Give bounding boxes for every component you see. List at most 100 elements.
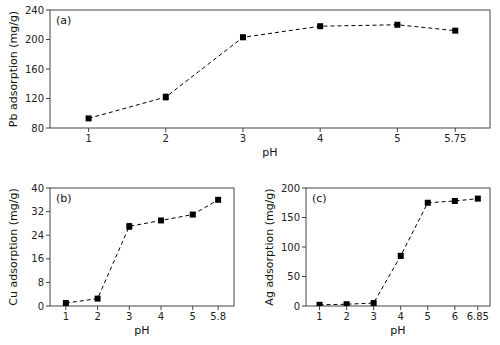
x-tick	[165, 128, 166, 132]
y-tick	[46, 235, 50, 236]
y-axis-label: Ag adsorption (mg/g)	[263, 188, 276, 305]
y-tick	[302, 217, 306, 218]
figure: 123455.7580120160200240pHPb adsorption (…	[0, 0, 500, 345]
y-tick-label: 24	[31, 230, 44, 241]
x-tick-label: 1	[85, 133, 91, 144]
data-point	[95, 296, 101, 302]
x-tick	[397, 128, 398, 132]
y-tick-label: 200	[25, 34, 44, 45]
panel-label: (b)	[56, 192, 72, 205]
data-point	[475, 196, 481, 202]
x-tick	[427, 306, 428, 310]
panel-label: (a)	[56, 14, 71, 27]
x-tick	[65, 306, 66, 310]
plot-frame	[306, 188, 490, 306]
y-tick-label: 240	[25, 5, 44, 16]
x-tick	[373, 306, 374, 310]
x-tick	[97, 306, 98, 310]
y-tick	[46, 282, 50, 283]
y-tick-label: 160	[25, 64, 44, 75]
data-point	[86, 115, 92, 121]
error-bar	[240, 35, 245, 39]
y-tick-label: 0	[294, 301, 300, 312]
x-axis-label: pH	[262, 146, 277, 159]
x-tick	[161, 306, 162, 310]
data-point	[63, 300, 69, 306]
y-tick	[46, 306, 50, 307]
data-point	[317, 23, 323, 29]
error-bar	[163, 94, 168, 100]
y-tick-label: 40	[31, 183, 44, 194]
y-axis-label: Pb adsorption (mg/g)	[7, 11, 20, 127]
error-bar	[127, 223, 132, 229]
data-point	[425, 200, 431, 206]
panel: 1 2 3 4 5 6 6.85 0 50 100 150 200 pH Ag adsorption (m…	[263, 183, 490, 338]
x-tick	[454, 306, 455, 310]
data-point	[158, 217, 164, 223]
panel-label: (c)	[312, 192, 327, 205]
y-tick	[302, 188, 306, 189]
y-tick	[302, 247, 306, 248]
y-axis-label: Cu adsorption (mg/g)	[7, 188, 20, 305]
x-axis-label: pH	[134, 324, 149, 337]
data-line	[66, 200, 218, 303]
plot-frame	[50, 188, 234, 306]
data-point	[452, 28, 458, 34]
x-tick-label: 5.8	[210, 311, 226, 322]
plot-frame	[50, 10, 490, 128]
panel: 123455.80816243240pHCu adsorption (mg/g)…	[7, 183, 234, 338]
y-tick-label: 200	[281, 183, 300, 194]
y-tick	[46, 10, 50, 11]
x-tick-label: 4	[317, 133, 323, 144]
y-tick	[46, 128, 50, 129]
x-tick-label: 3	[240, 133, 246, 144]
data-point	[240, 34, 246, 40]
x-tick	[320, 128, 321, 132]
data-point	[190, 212, 196, 218]
y-tick-label: 16	[31, 253, 44, 264]
y-tick	[46, 39, 50, 40]
x-tick-label: 6.85	[467, 311, 489, 322]
y-tick	[46, 258, 50, 259]
y-tick	[302, 306, 306, 307]
data-point	[163, 94, 169, 100]
x-tick-label: 4	[158, 311, 164, 322]
x-tick-label: 5	[425, 311, 431, 322]
data-area	[63, 197, 221, 306]
x-tick	[455, 128, 456, 132]
x-tick-label: 1	[316, 311, 322, 322]
y-tick-label: 0	[38, 301, 44, 312]
x-tick-label: 2	[94, 311, 100, 322]
y-tick-label: 150	[281, 212, 300, 223]
error-bar	[398, 253, 403, 258]
data-point	[344, 301, 350, 306]
data-point	[452, 198, 458, 204]
data-line	[320, 199, 478, 305]
x-tick	[192, 306, 193, 310]
x-axis-label: pH	[390, 324, 405, 337]
data-line	[89, 25, 456, 119]
x-tick-label: 5	[394, 133, 400, 144]
x-tick-label: 3	[370, 311, 376, 322]
x-tick-label: 3	[126, 311, 132, 322]
x-tick	[129, 306, 130, 310]
x-tick-label: 5	[190, 311, 196, 322]
data-area	[86, 22, 459, 122]
data-point	[371, 300, 377, 306]
x-tick-label: 6	[452, 311, 458, 322]
y-tick-label: 8	[38, 277, 44, 288]
x-tick-label: 4	[398, 311, 404, 322]
x-tick	[218, 306, 219, 310]
x-tick-label: 2	[343, 311, 349, 322]
x-tick	[400, 306, 401, 310]
x-tick	[319, 306, 320, 310]
x-tick-label: 1	[63, 311, 69, 322]
panel: 123455.7580120160200240pHPb adsorption (…	[7, 5, 490, 160]
x-tick-label: 2	[163, 133, 169, 144]
x-tick	[88, 128, 89, 132]
data-point	[215, 197, 221, 203]
y-tick-label: 50	[287, 271, 300, 282]
data-point	[126, 223, 132, 229]
y-tick	[46, 69, 50, 70]
y-tick-label: 100	[281, 242, 300, 253]
